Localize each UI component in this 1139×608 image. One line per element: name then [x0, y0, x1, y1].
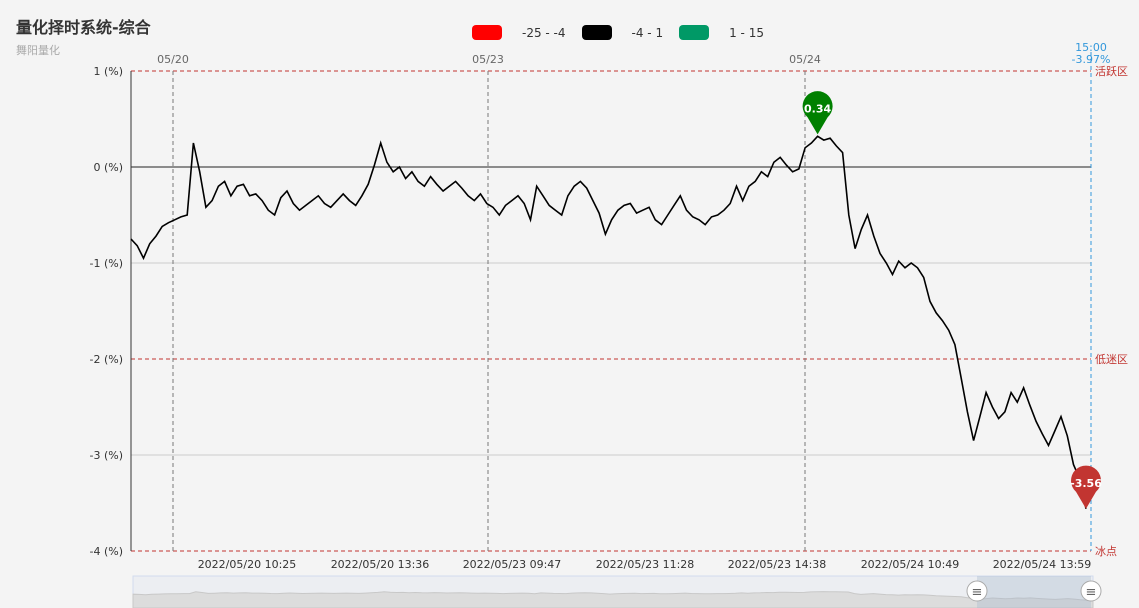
y-tick-label: -1 (%) [90, 257, 124, 270]
legend-swatch-black [581, 25, 612, 40]
zone-label: 活跃区 [1095, 64, 1128, 78]
legend-label-red: -25 - -4 [522, 25, 566, 40]
marker-label: 0.34 [804, 102, 831, 115]
legend-item-green[interactable]: 1 - 15 [679, 25, 764, 40]
day-marker-label: 05/20 [157, 53, 189, 66]
y-tick-label: -3 (%) [90, 449, 124, 462]
legend: -25 - -4 -4 - 1 1 - 15 [472, 25, 780, 40]
y-tick-label: -2 (%) [90, 353, 124, 366]
day-marker-label: 05/23 [472, 53, 504, 66]
x-tick-label: 2022/05/20 10:25 [198, 558, 297, 571]
x-tick-label: 2022/05/23 09:47 [463, 558, 562, 571]
x-tick-label: 2022/05/23 11:28 [596, 558, 695, 571]
legend-label-black: -4 - 1 [631, 25, 664, 40]
x-tick-label: 2022/05/24 13:59 [993, 558, 1092, 571]
day-marker-label: 05/24 [789, 53, 821, 66]
pointer-time: 15:00 [1075, 41, 1107, 54]
legend-item-red[interactable]: -25 - -4 [472, 25, 566, 40]
legend-swatch-red [472, 25, 502, 40]
zoom-preview [132, 591, 1094, 608]
zoom-handle-grip-icon: ≡ [1086, 585, 1097, 600]
y-tick-label: -4 (%) [90, 545, 124, 558]
zoom-handle-left[interactable] [966, 580, 988, 602]
x-tick-label: 2022/05/20 13:36 [331, 558, 430, 571]
zoom-window [977, 576, 1091, 608]
marker-label: -3.56 [1070, 477, 1102, 490]
marker-pin [1071, 465, 1102, 509]
legend-item-black[interactable]: -4 - 1 [581, 25, 664, 40]
chart-subtitle: 舞阳量化 [16, 44, 60, 57]
x-tick-label: 2022/05/24 10:49 [861, 558, 960, 571]
x-tick-label: 2022/05/23 14:38 [728, 558, 827, 571]
series-line [130, 135, 1087, 509]
legend-swatch-green [679, 25, 710, 40]
pointer-value: -3.97% [1072, 53, 1111, 66]
marker-pin [802, 91, 833, 135]
zoom-handle-right[interactable] [1080, 580, 1102, 602]
legend-label-green: 1 - 15 [729, 25, 764, 40]
y-tick-label: 0 (%) [93, 161, 123, 174]
zone-label: 冰点 [1095, 545, 1117, 558]
chart-title: 量化择时系统-综合 [16, 18, 151, 37]
zone-label: 低迷区 [1095, 353, 1128, 366]
zoom-handle-grip-icon: ≡ [972, 585, 983, 600]
y-tick-label: 1 (%) [93, 65, 123, 78]
